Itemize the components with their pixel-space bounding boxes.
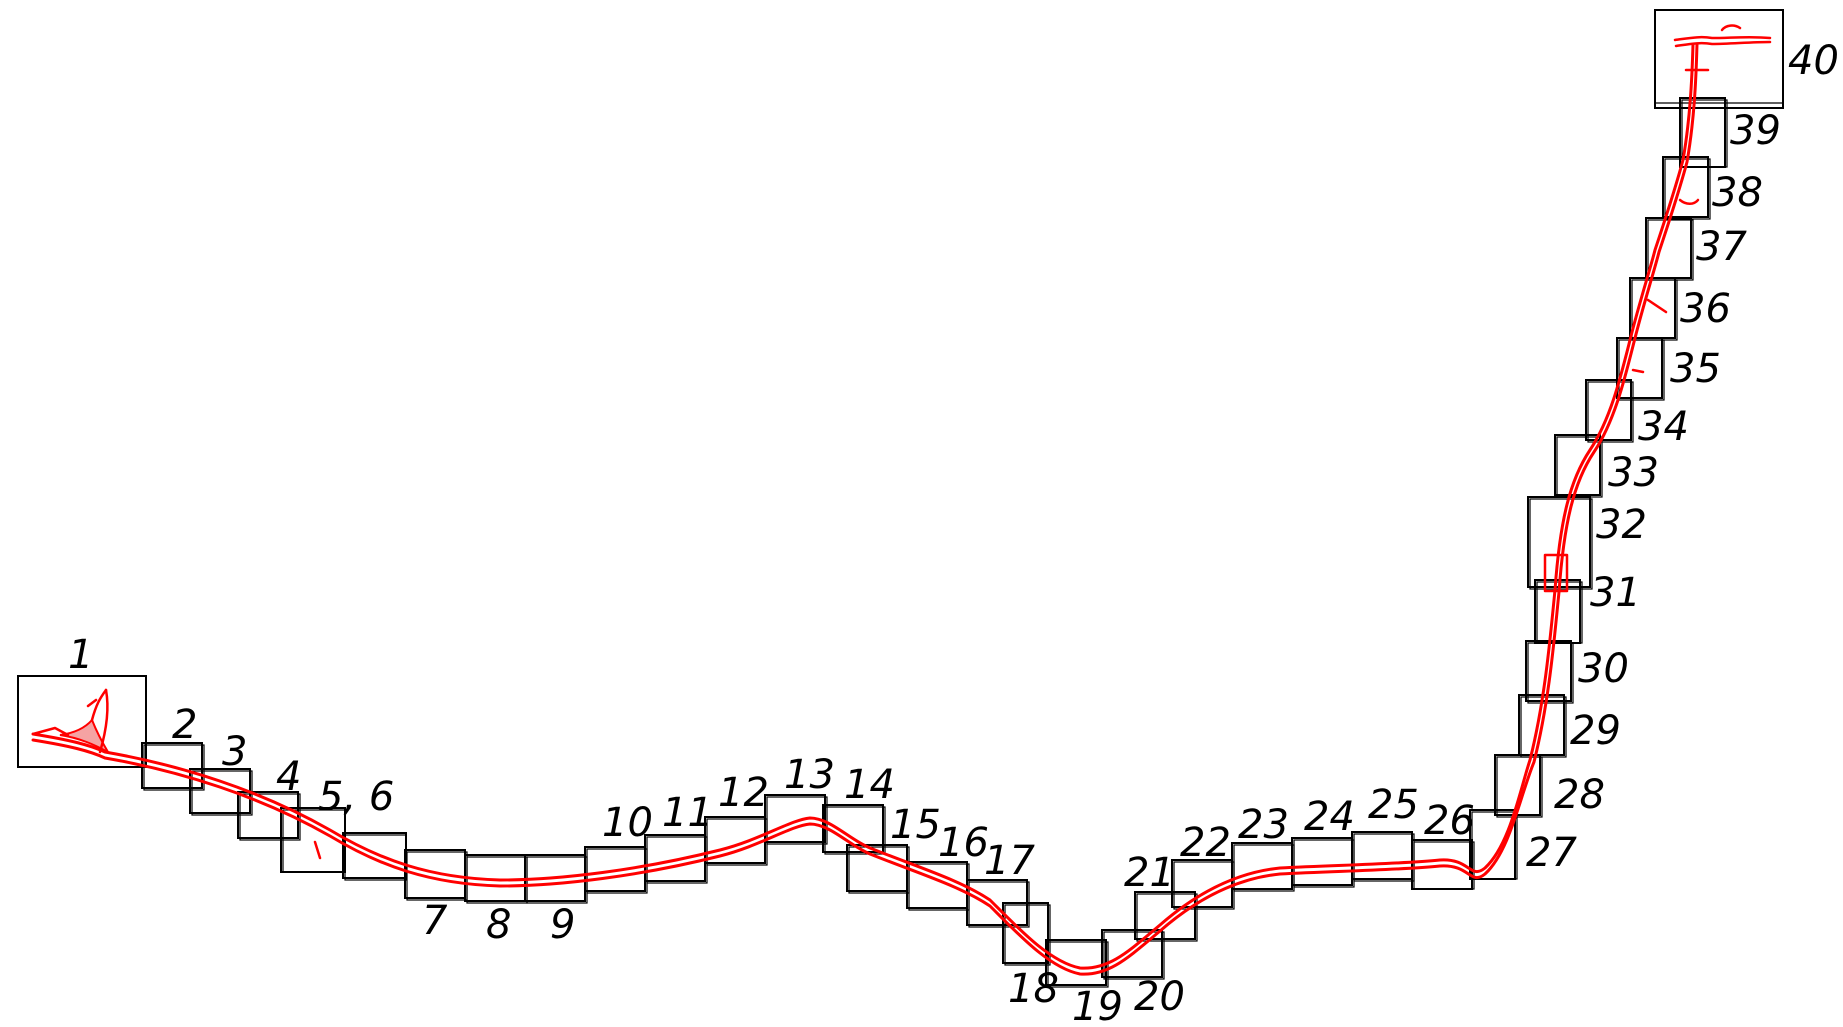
sheet-label-9: 9: [550, 902, 575, 948]
sheet-frame-34: [1585, 379, 1634, 443]
sheet-label-10: 10: [602, 800, 653, 846]
sheet-label-13: 13: [784, 752, 835, 798]
sheet-label-34: 34: [1638, 404, 1689, 450]
start-junction: [31, 688, 322, 860]
sheet-frame-1: [17, 675, 147, 768]
sheet-label-32: 32: [1596, 502, 1647, 548]
sheet-label-12: 12: [718, 770, 769, 816]
sheet-frame-16: [906, 861, 970, 911]
sheet-label-15: 15: [890, 802, 941, 848]
sheet-label-14: 14: [844, 762, 895, 808]
sheet-label-19: 19: [1072, 984, 1123, 1027]
sheet-label-39: 39: [1730, 108, 1781, 154]
sheet-frame-33: [1554, 434, 1603, 498]
sheet-label-24: 24: [1304, 794, 1355, 840]
sheet-frame-40: [1654, 9, 1784, 109]
sheet-label-20: 20: [1134, 974, 1185, 1020]
sheet-label-35: 35: [1670, 346, 1721, 392]
sheet-label-1: 1: [68, 632, 93, 678]
sheet-label-7: 7: [422, 898, 448, 944]
sheet-frame-4: [237, 791, 301, 841]
sheet-label-37: 37: [1696, 224, 1747, 270]
sheet-label-18: 18: [1008, 966, 1059, 1012]
sheet-frame-35: [1616, 337, 1665, 401]
sheet-label-31: 31: [1590, 570, 1641, 616]
sheet-label-33: 33: [1608, 450, 1659, 496]
sheet-label-38: 38: [1712, 170, 1763, 216]
sheet-frame-24: [1291, 837, 1355, 888]
sheet-label-29: 29: [1570, 708, 1621, 754]
sheet-label-23: 23: [1238, 802, 1289, 848]
sheet-label-40: 40: [1788, 38, 1839, 84]
sheet-label-26: 26: [1424, 798, 1475, 844]
sheet-label-2: 2: [172, 702, 197, 748]
sheet-label-3: 3: [222, 729, 247, 775]
sheet-label-5: 5, 6: [318, 774, 394, 820]
sheet-frame-14: [822, 804, 886, 855]
route-line: [31, 42, 1699, 976]
sheet-frame-21: [1134, 891, 1198, 942]
sheet-label-8: 8: [486, 902, 511, 948]
sheet-label-25: 25: [1368, 782, 1419, 828]
sheet-frame-22: [1171, 859, 1235, 910]
sheet-label-27: 27: [1526, 830, 1577, 876]
sheet-label-17: 17: [984, 838, 1035, 884]
sheet-frame-25: [1351, 831, 1415, 882]
sheet-label-28: 28: [1554, 772, 1605, 818]
sheet-label-36: 36: [1680, 286, 1731, 332]
sheet-label-4: 4: [276, 754, 301, 800]
sheet-label-22: 22: [1180, 820, 1231, 866]
sheet-label-11: 11: [662, 790, 713, 836]
end-junction: [1543, 24, 1772, 593]
sheet-label-21: 21: [1124, 850, 1175, 896]
sheet-label-30: 30: [1578, 646, 1629, 692]
sheet-frame-39: [1679, 97, 1728, 168]
sheet-frame-6: [342, 832, 407, 881]
sheet-label-16: 16: [938, 820, 989, 866]
sheet-labels: 1 2 3 4 5, 6 7 8 9 10 11 12 13 14 15 16 …: [68, 38, 1839, 1027]
sheet-frame-18: [1002, 902, 1051, 966]
sheet-frame-27: [1469, 809, 1518, 880]
